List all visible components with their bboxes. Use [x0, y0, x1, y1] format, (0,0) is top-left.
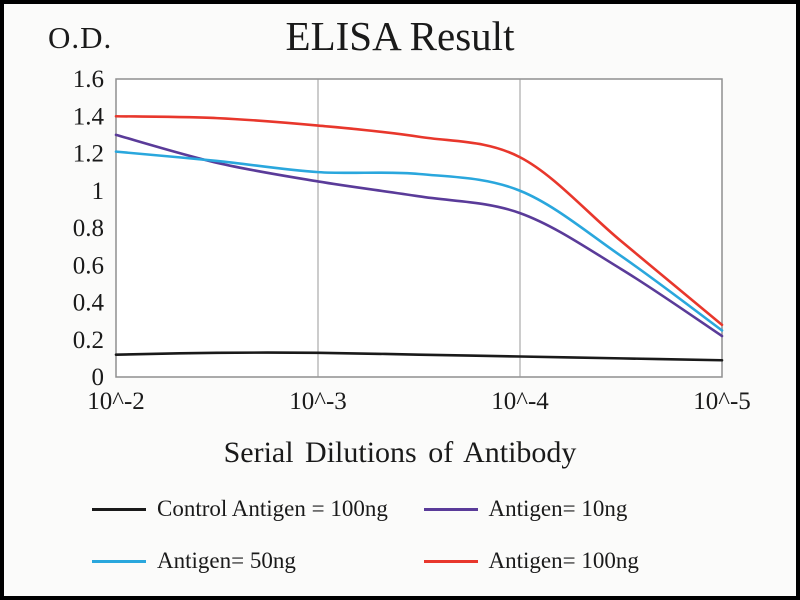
- legend-item-2: Antigen= 50ng: [92, 548, 410, 574]
- y-tick-label-3: 0.6: [73, 252, 104, 279]
- legend-swatch-3: [423, 559, 478, 563]
- chart-title: ELISA Result: [285, 13, 515, 59]
- legend-swatch-0: [92, 507, 146, 511]
- legend-item-0: Control Antigen = 100ng: [92, 496, 410, 522]
- y-axis-title: O.D.: [48, 20, 113, 55]
- series-line-3: [114, 114, 724, 327]
- plot-area: 10^-2 10^-3 10^-4 10^-5 0 0.2 0.4 0.6 0.8 1 1.2 1.4…: [73, 66, 751, 415]
- y-tick-label-4: 0.8: [73, 215, 104, 242]
- legend-item-1: Antigen= 10ng: [423, 496, 742, 522]
- legend-label-3: Antigen= 100ng: [488, 548, 639, 573]
- plot-box: [115, 78, 723, 378]
- series-line-2: [114, 150, 724, 332]
- legend: Control Antigen = 100ng Antigen= 10ng Anti…: [92, 496, 741, 574]
- y-tick-label-2: 0.4: [73, 290, 105, 317]
- series-line-0: [114, 351, 724, 362]
- y-tick-label-7: 1.4: [73, 103, 105, 130]
- legend-label-0: Control Antigen = 100ng: [157, 496, 388, 521]
- x-tick-label-3: 10^-5: [693, 388, 751, 415]
- series-line-1: [114, 133, 724, 338]
- y-tick-label-6: 1.2: [73, 141, 104, 168]
- legend-label-2: Antigen= 50ng: [157, 548, 296, 573]
- legend-swatch-2: [92, 559, 146, 563]
- y-tick-label-8: 1.6: [73, 66, 104, 93]
- y-tick-label-1: 0.2: [73, 327, 104, 354]
- y-tick-label-5: 1: [92, 178, 105, 205]
- x-tick-label-2: 10^-4: [491, 388, 549, 415]
- x-axis-label: Serial Dilutions of Antibody: [223, 436, 577, 469]
- legend-label-1: Antigen= 10ng: [488, 496, 628, 521]
- legend-swatch-1: [423, 507, 478, 511]
- legend-item-3: Antigen= 100ng: [423, 548, 742, 574]
- y-tick-label-0: 0: [92, 364, 105, 391]
- x-tick-label-1: 10^-3: [289, 388, 347, 415]
- x-tick-label-0: 10^-2: [87, 388, 145, 415]
